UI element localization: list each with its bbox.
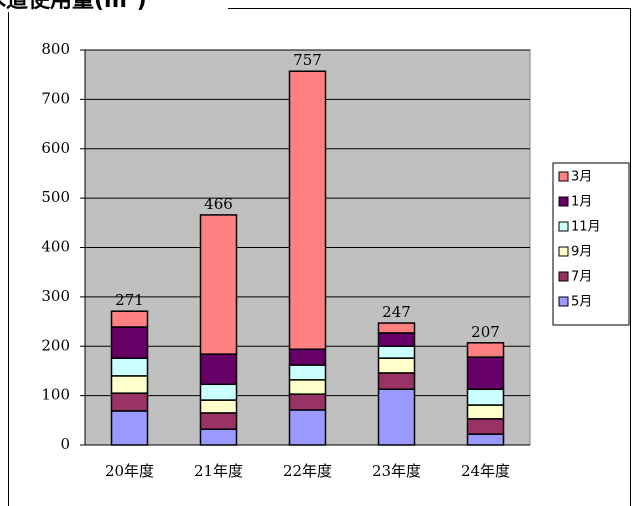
bar-segment (110, 326, 149, 359)
bar-segment (110, 310, 149, 328)
x-tick-label: 23年度 (372, 462, 421, 480)
total-label: 757 (293, 51, 322, 69)
legend-swatch (558, 271, 569, 282)
title-background (0, 0, 228, 12)
bar-segment (377, 357, 416, 374)
y-tick-label: 300 (41, 287, 70, 305)
chart-title: 水道使用量(m³) (0, 0, 147, 13)
bar-segment (110, 375, 149, 394)
legend-label: 1月 (571, 195, 592, 210)
legend-swatch (558, 221, 569, 232)
bar-segment (199, 428, 238, 446)
legend-swatch (558, 196, 569, 207)
bar-segment (377, 388, 416, 446)
y-tick-label: 800 (41, 40, 70, 58)
bar-segment (377, 372, 416, 390)
bar-segment (466, 356, 505, 390)
legend-label: 7月 (571, 270, 592, 285)
bar-segment (199, 383, 238, 401)
bar-segment (110, 410, 149, 446)
bar-segment (288, 379, 327, 395)
bar-segment (288, 393, 327, 411)
y-tick-label: 200 (41, 336, 70, 354)
bar-segment (288, 364, 327, 381)
bar-segment (110, 392, 149, 412)
legend-label: 3月 (571, 170, 592, 185)
bar-segment (199, 214, 238, 355)
y-tick-label: 400 (41, 238, 70, 256)
y-tick-label: 700 (41, 89, 70, 107)
bar-segment (377, 345, 416, 359)
bar-segment (199, 353, 238, 386)
x-tick-label: 21年度 (194, 462, 243, 480)
y-tick-label: 600 (41, 139, 70, 157)
legend-label: 9月 (571, 245, 592, 260)
x-tick-label: 20年度 (105, 462, 154, 480)
x-tick-label: 22年度 (283, 462, 332, 480)
total-label: 247 (382, 303, 411, 321)
bar-segment (288, 409, 327, 446)
bar-segment (110, 357, 149, 377)
bar-segment (466, 342, 505, 358)
legend-label: 11月 (571, 220, 601, 235)
bar-segment (377, 332, 416, 348)
bar-segment (199, 412, 238, 430)
legend-swatch (558, 246, 569, 257)
bar-segment (466, 388, 505, 406)
bar-segment (466, 418, 505, 435)
total-label: 207 (471, 323, 500, 341)
x-tick-label: 24年度 (461, 462, 510, 480)
bar-segment (466, 404, 505, 420)
bar-segment (288, 70, 327, 350)
legend-swatch (558, 171, 569, 182)
total-label: 466 (204, 195, 233, 213)
bar-segment (199, 399, 238, 414)
y-tick-label: 100 (41, 386, 70, 404)
bar-segment (466, 433, 505, 446)
total-label: 271 (115, 291, 144, 309)
bar-segment (377, 322, 416, 334)
y-tick-label: 0 (60, 435, 70, 453)
legend-swatch (558, 296, 569, 307)
legend-label: 5月 (571, 295, 592, 310)
bar-segment (288, 348, 327, 366)
y-tick-label: 500 (41, 188, 70, 206)
